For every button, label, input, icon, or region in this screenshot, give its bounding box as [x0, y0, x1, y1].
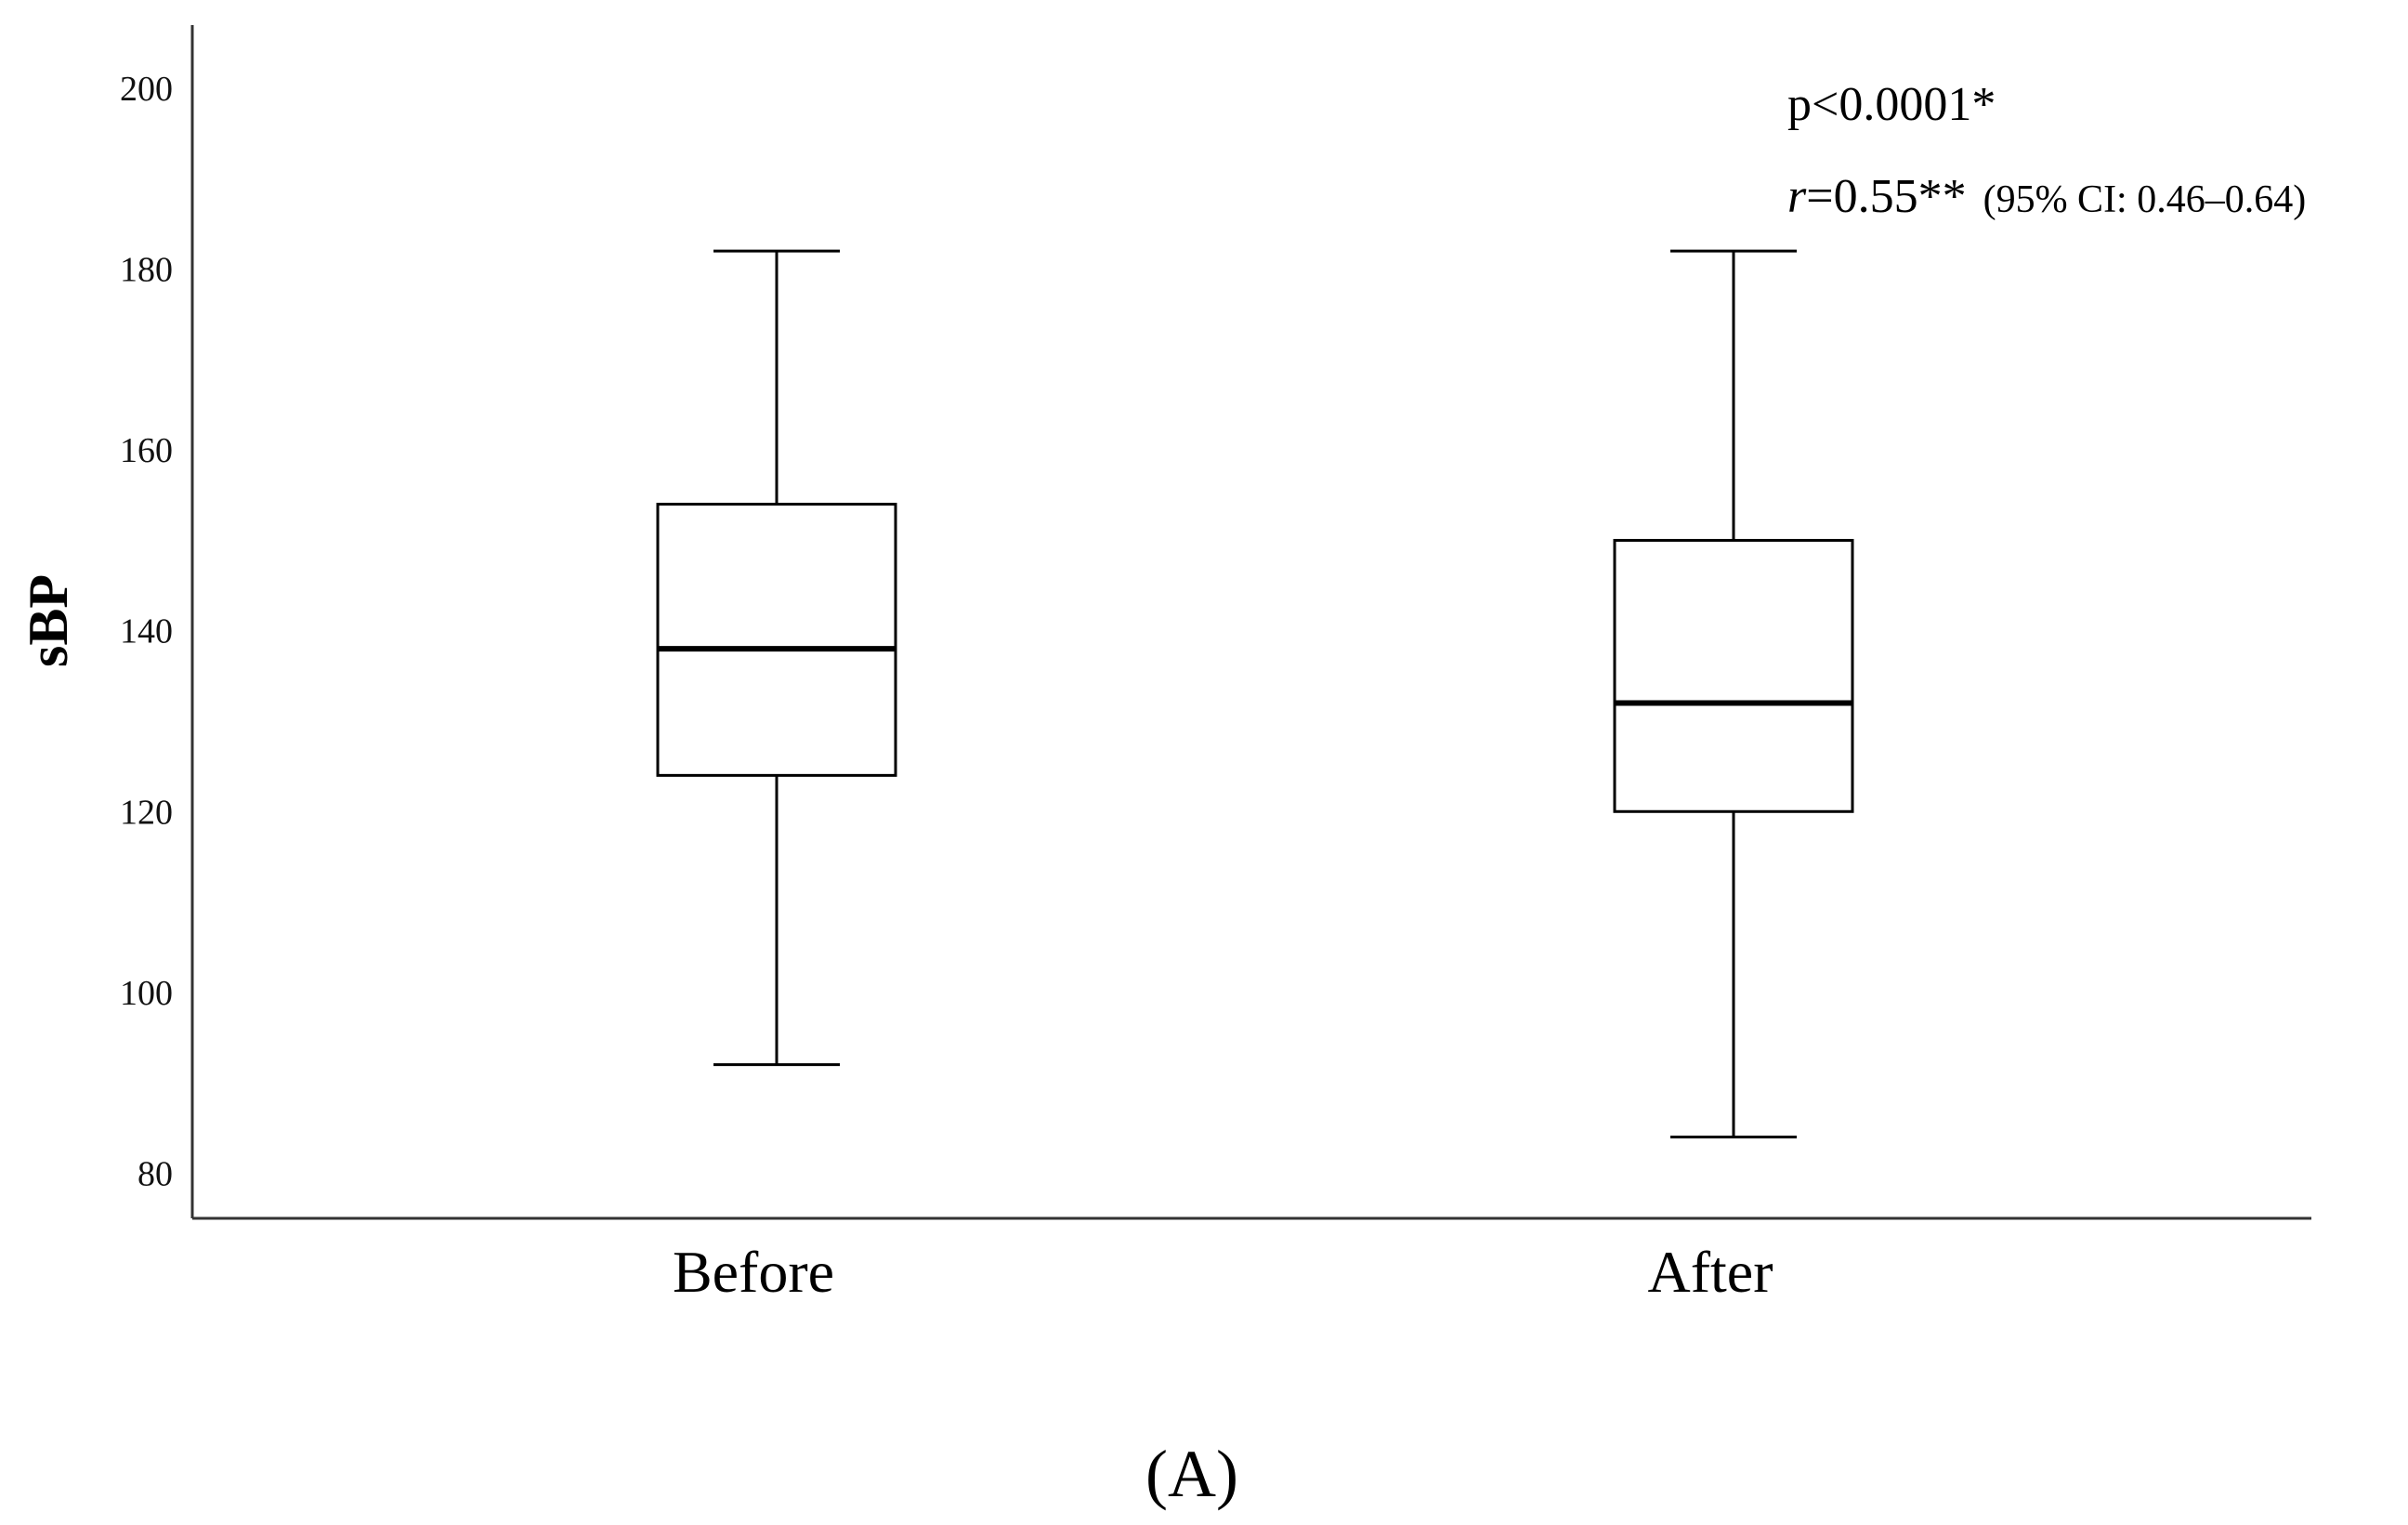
r-value: =0.55** [1806, 170, 1966, 223]
p-value-annotation: p<0.0001* [1787, 78, 1996, 131]
y-tick-label: 120 [120, 793, 173, 832]
y-axis-title: sBP [18, 574, 79, 667]
y-tick-label: 80 [137, 1154, 173, 1193]
y-tick-label: 100 [120, 974, 173, 1013]
iqr-box [1613, 538, 1854, 813]
y-tick-label: 200 [120, 70, 173, 109]
y-tick-label: 160 [120, 431, 173, 470]
box-after [1613, 249, 1854, 1138]
iqr-box [656, 503, 897, 777]
r-value-annotation: r=0.55** (95% CI: 0.46–0.64) [1787, 170, 2306, 223]
x-category-label: Before [673, 1239, 834, 1305]
y-tick-label: 140 [120, 612, 173, 651]
x-category-label: After [1647, 1239, 1773, 1305]
box-group [656, 249, 1854, 1138]
panel-label: (A) [1145, 1437, 1238, 1511]
r-symbol: r [1787, 170, 1807, 223]
ci-text: (95% CI: 0.46–0.64) [1983, 178, 2307, 221]
y-tick-group: 80 100 120 140 160 180 200 [120, 70, 173, 1193]
box-before [656, 249, 897, 1067]
x-label-group: Before After [673, 1239, 1773, 1305]
y-tick-label: 180 [120, 251, 173, 290]
